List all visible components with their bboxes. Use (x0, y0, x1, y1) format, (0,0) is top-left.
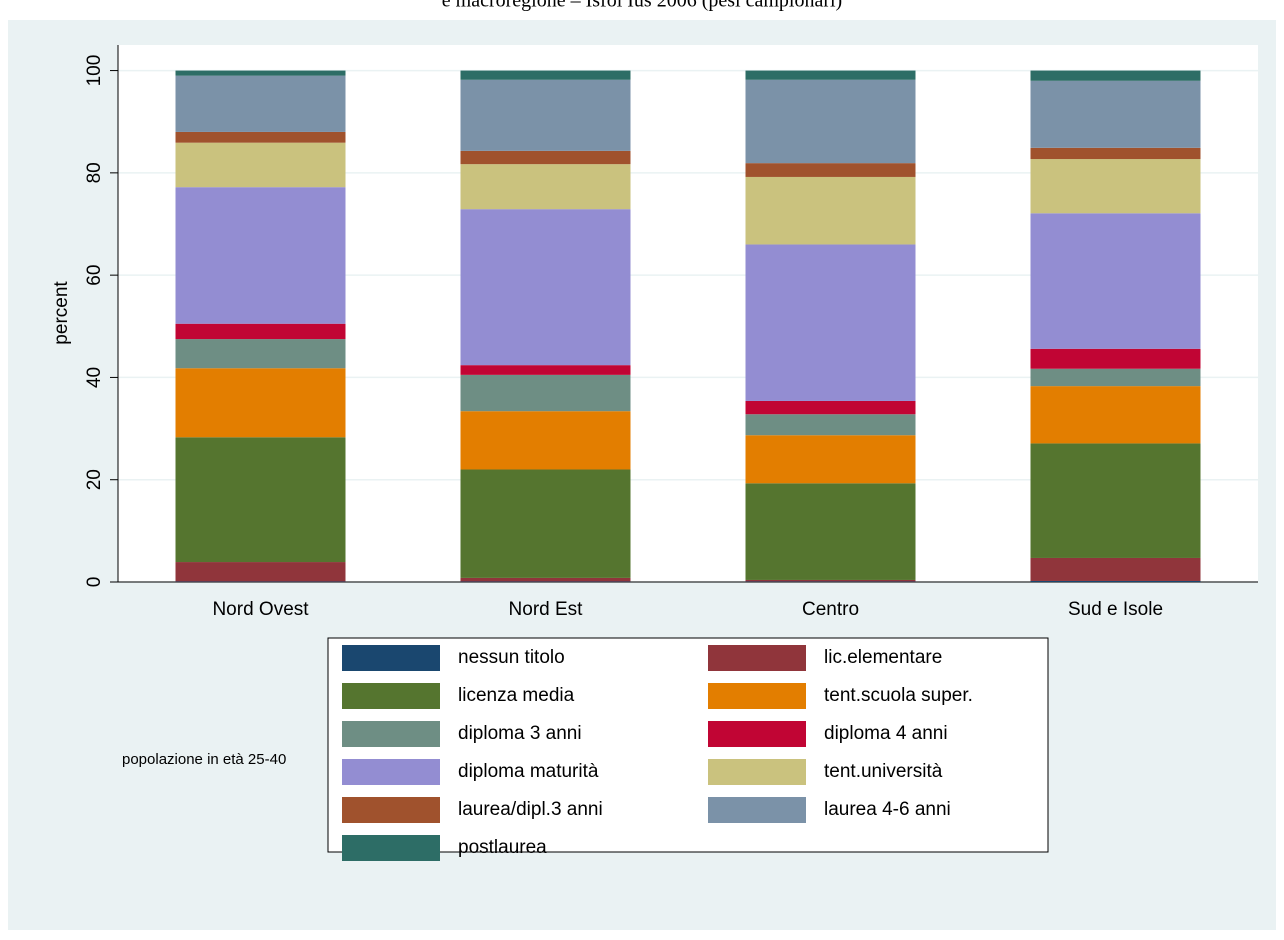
bar-segment (175, 368, 346, 438)
bar-segment (1030, 147, 1201, 160)
bar-segment (1030, 443, 1201, 558)
legend-label: nessun titolo (458, 647, 565, 668)
legend-label: tent.scuola super. (824, 685, 973, 706)
bar-segment (1030, 557, 1201, 581)
bar-segment (460, 70, 631, 80)
bar-segment (460, 209, 631, 366)
y-tick-label: 40 (84, 367, 105, 388)
bar-segment (175, 187, 346, 324)
y-tick-label: 100 (84, 55, 105, 87)
legend-label: laurea/dipl.3 anni (458, 799, 603, 820)
bar-segment (1030, 213, 1201, 349)
legend-swatch (342, 683, 440, 709)
bar-segment (175, 562, 346, 582)
bar-segment (745, 581, 916, 582)
legend-swatch (708, 721, 806, 747)
legend-label: licenza media (458, 685, 575, 706)
y-tick-label: 60 (84, 265, 105, 286)
y-axis-label: percent (51, 281, 72, 345)
bar-segment (1030, 580, 1201, 582)
bar-segment (745, 163, 916, 177)
bar-segment (1030, 368, 1201, 387)
legend-swatch (342, 797, 440, 823)
note: popolazione in età 25-40 (122, 751, 286, 768)
bar-segment (460, 411, 631, 470)
legend (327, 637, 1049, 853)
bar-segment (745, 70, 916, 80)
bar-segment (175, 142, 346, 188)
legend-label: laurea 4-6 anni (824, 799, 951, 820)
legend-swatch (342, 721, 440, 747)
bar-segment (460, 365, 631, 375)
bar-segment (460, 374, 631, 412)
bar-segment (175, 70, 346, 76)
legend-label: lic.elementare (824, 647, 942, 668)
bar-segment (175, 437, 346, 563)
legend-label: tent.università (824, 761, 943, 782)
legend-swatch (708, 759, 806, 785)
bar-segment (745, 79, 916, 164)
x-tick-label: Centro (802, 599, 859, 620)
bar-segment (745, 400, 916, 415)
legend-swatch (708, 797, 806, 823)
bar-segment (460, 577, 631, 582)
bar-segment (1030, 159, 1201, 214)
legend-label: diploma maturità (458, 761, 599, 782)
bar-segment (745, 435, 916, 484)
legend-swatch (708, 683, 806, 709)
legend-label: postlaurea (458, 837, 547, 858)
bar-segment (460, 79, 631, 151)
bar-segment (1030, 70, 1201, 81)
legend-label: diploma 4 anni (824, 723, 948, 744)
x-tick-label: Nord Est (509, 599, 584, 620)
bar-segment (460, 469, 631, 578)
legend-swatch (342, 835, 440, 861)
y-tick-label: 20 (84, 469, 105, 490)
x-tick-label: Sud e Isole (1068, 599, 1163, 620)
chart-title: e macroregione – Isfol Ius 2006 (pesi ca… (442, 0, 842, 12)
bar-segment (1030, 386, 1201, 444)
bar-segment (745, 483, 916, 580)
bar-segment (175, 75, 346, 132)
bar-segment (175, 339, 346, 369)
bar-segment (175, 323, 346, 340)
bar-segment (175, 131, 346, 143)
y-tick-label: 0 (84, 577, 105, 588)
bar-segment (460, 581, 631, 582)
bar-segment (745, 579, 916, 582)
legend-swatch (342, 759, 440, 785)
bar-segment (460, 164, 631, 210)
legend-label: diploma 3 anni (458, 723, 582, 744)
bar-segment (1030, 348, 1201, 369)
bar-segment (745, 414, 916, 436)
legend-swatch (708, 645, 806, 671)
bar-segment (1030, 80, 1201, 148)
legend-swatch (342, 645, 440, 671)
bar-segment (745, 176, 916, 245)
y-tick-label: 80 (84, 162, 105, 183)
bar-segment (745, 244, 916, 401)
bar-segment (175, 581, 346, 582)
bar-segment (460, 150, 631, 165)
x-tick-label: Nord Ovest (212, 599, 309, 620)
